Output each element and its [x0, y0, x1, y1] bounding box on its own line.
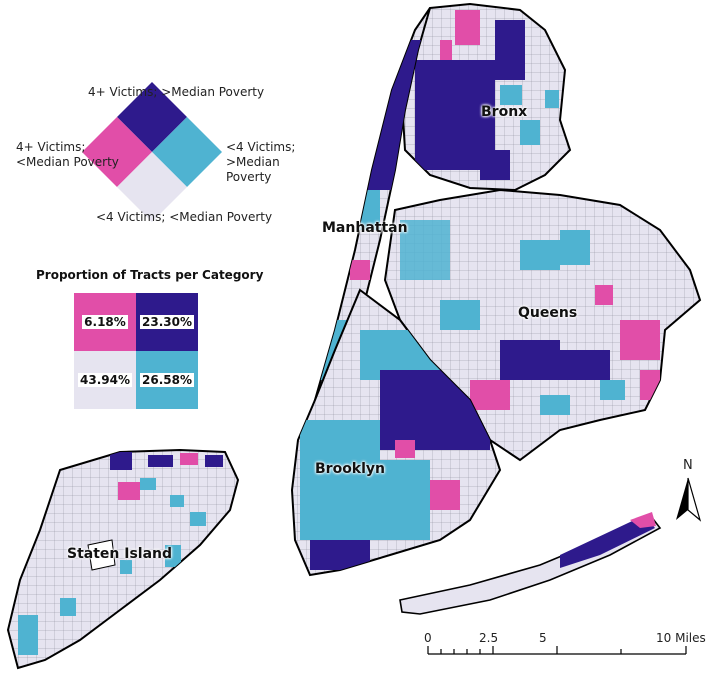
- scale-label-2-5: 2.5: [479, 631, 499, 645]
- rockaway-peninsula: [399, 513, 662, 615]
- scale-bar: [427, 646, 687, 655]
- borough-label-bronx: Bronx: [481, 104, 528, 120]
- borough-label-queens: Queens: [518, 305, 578, 321]
- proportion-cell-bottom-left: 43.94%: [74, 351, 136, 409]
- borough-label-staten-island: Staten Island: [67, 546, 173, 562]
- proportion-cell-bottom-right: 26.58%: [136, 351, 198, 409]
- proportion-value: 6.18%: [82, 315, 128, 329]
- scale-label-0: 0: [424, 631, 432, 645]
- bronx-tracts: [400, 2, 572, 192]
- proportion-value: 23.30%: [140, 315, 194, 329]
- proportion-cell-top-right: 23.30%: [136, 293, 198, 351]
- north-arrow-label: N: [683, 458, 693, 473]
- proportion-title: Proportion of Tracts per Category: [36, 268, 264, 282]
- scale-label-5: 5: [539, 631, 547, 645]
- bivariate-legend-diamond: [82, 82, 222, 222]
- staten-island-tracts: [6, 448, 240, 670]
- borough-label-manhattan: Manhattan: [322, 220, 408, 236]
- legend-right-label-1: <4 Victims;: [226, 140, 296, 154]
- proportion-value: 43.94%: [78, 373, 132, 387]
- proportion-cell-top-left: 6.18%: [74, 293, 136, 351]
- legend-right-label-3: Poverty: [226, 170, 272, 184]
- legend-right-label-2: >Median: [226, 155, 280, 169]
- legend-top-label: 4+ Victims; >Median Poverty: [88, 85, 265, 99]
- borough-label-brooklyn: Brooklyn: [315, 461, 386, 477]
- scale-label-10-miles: 10 Miles: [656, 631, 706, 645]
- legend-left-label-1: 4+ Victims;: [16, 140, 86, 154]
- proportion-value: 26.58%: [140, 373, 194, 387]
- north-arrow-icon: [676, 477, 702, 522]
- legend-bottom-label: <4 Victims; <Median Poverty: [96, 210, 273, 224]
- rockaway-tracts: [560, 515, 655, 568]
- brooklyn-tracts: [290, 288, 502, 577]
- legend-left-label-2: <Median Poverty: [16, 155, 119, 169]
